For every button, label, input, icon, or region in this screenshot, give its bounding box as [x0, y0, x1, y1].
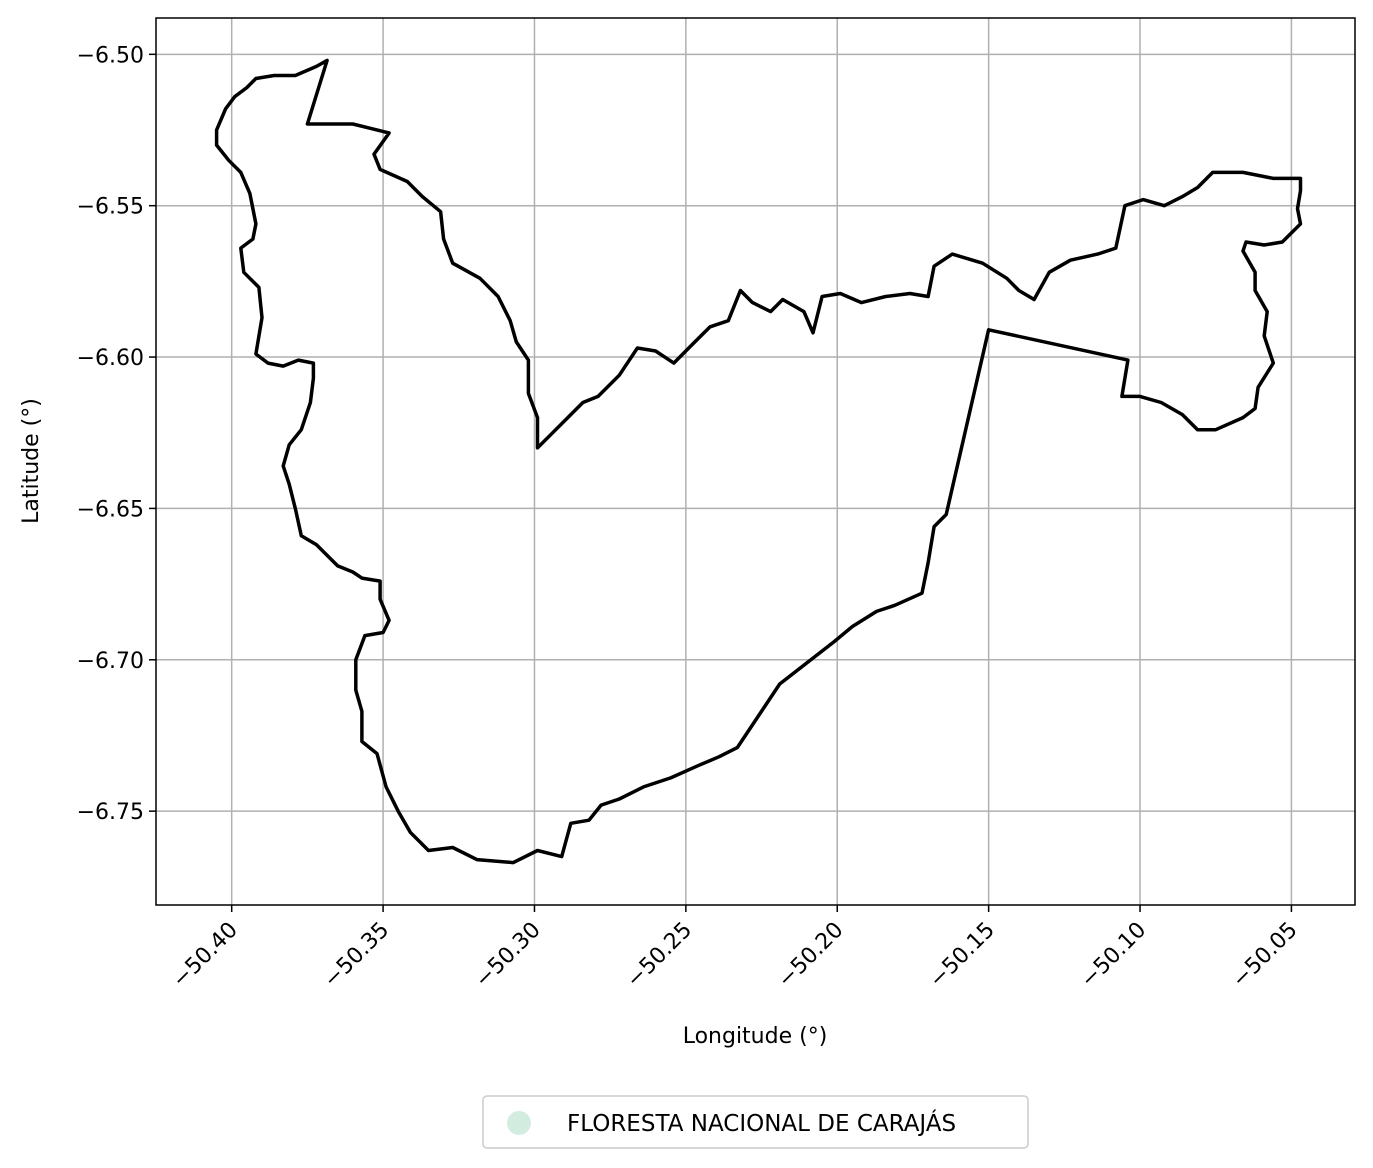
y-tick-label: −6.55: [77, 195, 144, 220]
y-tick-label: −6.50: [77, 43, 144, 68]
legend-label: FLORESTA NACIONAL DE CARAJÁS: [567, 1109, 956, 1137]
forest-boundary: [214, 58, 1303, 865]
y-tick-label: −6.65: [77, 497, 144, 522]
legend-marker: [507, 1111, 531, 1135]
y-tick-label: −6.60: [77, 346, 144, 371]
plot-frame: [155, 17, 1356, 906]
x-axis-label: Longitude (°): [683, 1024, 828, 1049]
y-axis-ticks: −6.50 −6.55 −6.60 −6.65 −6.70 −6.75: [77, 43, 156, 825]
legend: FLORESTA NACIONAL DE CARAJÁS: [482, 1095, 1029, 1149]
legend-box: [482, 1095, 1029, 1149]
grid-lines: [156, 18, 1355, 905]
y-tick-label: −6.75: [77, 800, 144, 825]
y-axis-label: Latitude (°): [19, 398, 44, 524]
y-tick-label: −6.70: [77, 649, 144, 674]
